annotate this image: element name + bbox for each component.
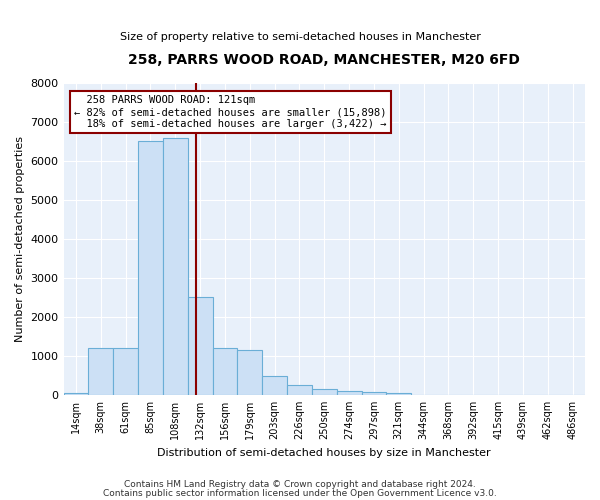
Bar: [386, 393, 411, 395]
Bar: [362, 392, 386, 395]
Bar: [138, 142, 163, 395]
Bar: [88, 348, 113, 395]
Bar: [337, 391, 362, 395]
Bar: [64, 393, 88, 395]
Bar: [262, 376, 287, 395]
Bar: [238, 350, 262, 395]
Text: 258 PARRS WOOD ROAD: 121sqm
← 82% of semi-detached houses are smaller (15,898)
 : 258 PARRS WOOD ROAD: 121sqm ← 82% of sem…: [74, 96, 386, 128]
Y-axis label: Number of semi-detached properties: Number of semi-detached properties: [15, 136, 25, 342]
Title: 258, PARRS WOOD ROAD, MANCHESTER, M20 6FD: 258, PARRS WOOD ROAD, MANCHESTER, M20 6F…: [128, 52, 520, 66]
Bar: [212, 348, 238, 395]
Text: Size of property relative to semi-detached houses in Manchester: Size of property relative to semi-detach…: [119, 32, 481, 42]
Bar: [163, 138, 188, 395]
Bar: [287, 385, 312, 395]
Text: Contains HM Land Registry data © Crown copyright and database right 2024.: Contains HM Land Registry data © Crown c…: [124, 480, 476, 489]
Bar: [113, 348, 138, 395]
X-axis label: Distribution of semi-detached houses by size in Manchester: Distribution of semi-detached houses by …: [157, 448, 491, 458]
Bar: [188, 298, 212, 395]
Bar: [312, 389, 337, 395]
Text: Contains public sector information licensed under the Open Government Licence v3: Contains public sector information licen…: [103, 489, 497, 498]
